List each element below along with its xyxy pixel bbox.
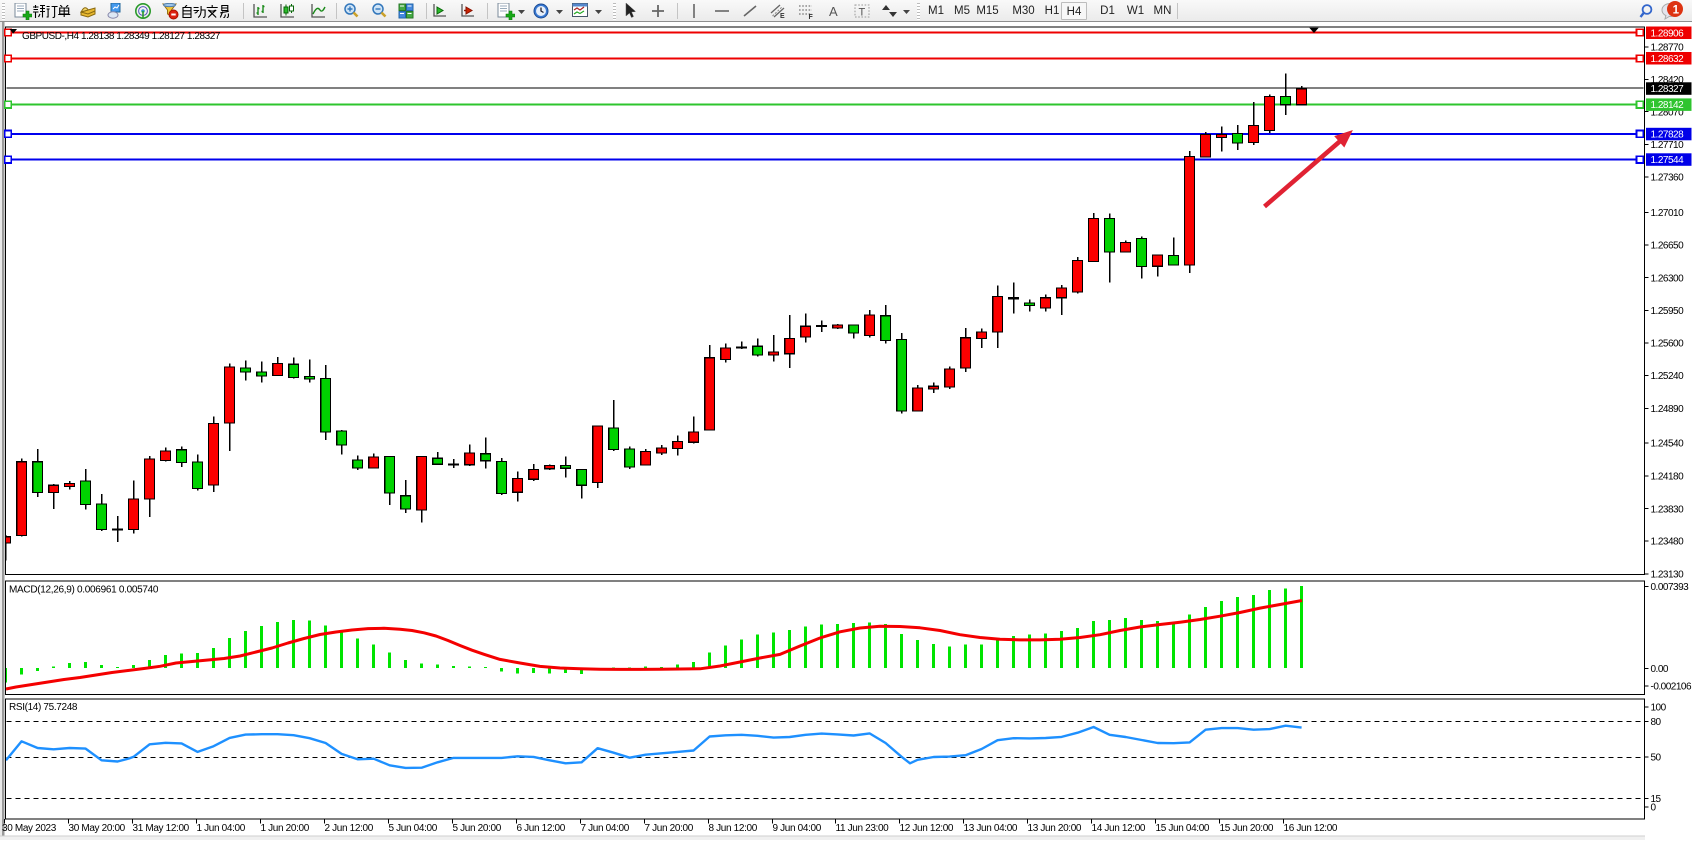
svg-text:5 Jun 04:00: 5 Jun 04:00 (389, 823, 438, 834)
svg-text:1.23480: 1.23480 (1651, 537, 1685, 548)
svg-text:1.25950: 1.25950 (1651, 306, 1685, 317)
svg-text:1.27710: 1.27710 (1651, 140, 1685, 151)
svg-text:1.23130: 1.23130 (1651, 570, 1685, 581)
svg-text:1.27544: 1.27544 (1651, 155, 1685, 166)
svg-text:1.25600: 1.25600 (1651, 339, 1685, 350)
svg-text:1 Jun 20:00: 1 Jun 20:00 (261, 823, 310, 834)
svg-text:1.28906: 1.28906 (1651, 28, 1685, 39)
svg-text:1.23830: 1.23830 (1651, 504, 1685, 515)
svg-text:100: 100 (1651, 703, 1667, 714)
svg-text:0.00: 0.00 (1651, 664, 1669, 675)
svg-text:5 Jun 20:00: 5 Jun 20:00 (453, 823, 502, 834)
svg-text:30 May 20:00: 30 May 20:00 (69, 823, 126, 834)
svg-text:9 Jun 04:00: 9 Jun 04:00 (773, 823, 822, 834)
svg-text:1: 1 (1673, 4, 1680, 16)
svg-text:31 May 12:00: 31 May 12:00 (133, 823, 190, 834)
svg-text:8 Jun 12:00: 8 Jun 12:00 (709, 823, 758, 834)
svg-text:13 Jun 20:00: 13 Jun 20:00 (1028, 823, 1082, 834)
svg-text:16 Jun 12:00: 16 Jun 12:00 (1284, 823, 1338, 834)
svg-text:15 Jun 04:00: 15 Jun 04:00 (1156, 823, 1210, 834)
svg-text:1.28070: 1.28070 (1651, 107, 1685, 118)
svg-text:GBPUSD-,H4 1.28138 1.28349 1.: GBPUSD-,H4 1.28138 1.28349 1.28127 1.283… (22, 31, 221, 42)
svg-text:-0.002106: -0.002106 (1651, 682, 1692, 693)
svg-text:1.24540: 1.24540 (1651, 439, 1685, 450)
svg-text:MACD(12,26,9) 0.006961 0.00574: MACD(12,26,9) 0.006961 0.005740 (9, 585, 159, 596)
svg-text:T: T (859, 7, 866, 19)
svg-text:30 May 2023: 30 May 2023 (2, 823, 57, 834)
svg-text:E: E (780, 13, 785, 20)
svg-text:F: F (809, 14, 814, 20)
svg-text:0: 0 (1651, 803, 1657, 814)
svg-text:1.27010: 1.27010 (1651, 208, 1685, 219)
svg-text:1.28770: 1.28770 (1651, 43, 1685, 54)
svg-text:1.28327: 1.28327 (1651, 84, 1685, 95)
svg-text:14 Jun 12:00: 14 Jun 12:00 (1092, 823, 1146, 834)
svg-text:2 Jun 12:00: 2 Jun 12:00 (325, 823, 374, 834)
svg-text:11 Jun 23:00: 11 Jun 23:00 (836, 823, 890, 834)
svg-text:1.24180: 1.24180 (1651, 472, 1685, 483)
svg-text:1.27360: 1.27360 (1651, 172, 1685, 183)
svg-text:6 Jun 12:00: 6 Jun 12:00 (517, 823, 566, 834)
svg-text:80: 80 (1651, 717, 1662, 728)
svg-text:15 Jun 20:00: 15 Jun 20:00 (1220, 823, 1274, 834)
svg-text:A: A (829, 4, 838, 19)
svg-text:RSI(14) 75.7248: RSI(14) 75.7248 (9, 702, 78, 713)
svg-text:7 Jun 20:00: 7 Jun 20:00 (645, 823, 694, 834)
svg-text:1.24890: 1.24890 (1651, 404, 1685, 415)
svg-text:12 Jun 12:00: 12 Jun 12:00 (900, 823, 954, 834)
svg-text:1.28632: 1.28632 (1651, 54, 1685, 65)
svg-text:1.26650: 1.26650 (1651, 241, 1685, 252)
svg-text:1 Jun 04:00: 1 Jun 04:00 (197, 823, 246, 834)
svg-text:1.25240: 1.25240 (1651, 371, 1685, 382)
svg-text:1.26300: 1.26300 (1651, 273, 1685, 284)
svg-text:1.28420: 1.28420 (1651, 75, 1685, 86)
svg-text:1.28142: 1.28142 (1651, 100, 1685, 111)
svg-text:15: 15 (1651, 794, 1662, 805)
svg-text:13 Jun 04:00: 13 Jun 04:00 (964, 823, 1018, 834)
svg-text:1.27828: 1.27828 (1651, 130, 1685, 141)
svg-text:7 Jun 04:00: 7 Jun 04:00 (581, 823, 630, 834)
svg-text:50: 50 (1651, 753, 1662, 764)
svg-text:0.007393: 0.007393 (1651, 582, 1690, 593)
